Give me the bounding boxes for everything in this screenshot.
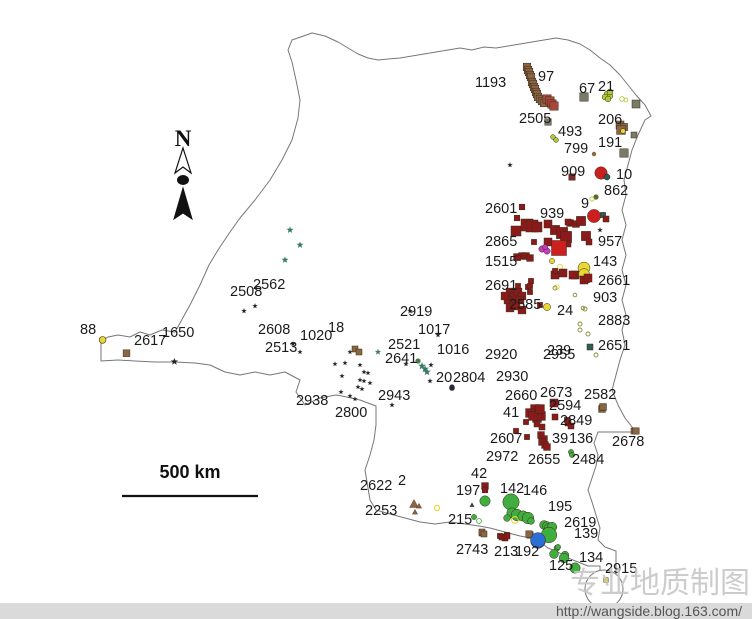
svg-text:2641: 2641 <box>385 351 417 367</box>
svg-text:2622: 2622 <box>360 478 392 494</box>
svg-text:134: 134 <box>579 550 603 566</box>
svg-text:799: 799 <box>564 141 588 157</box>
svg-text:195: 195 <box>548 499 572 515</box>
svg-text:909: 909 <box>561 164 585 180</box>
svg-text:2513: 2513 <box>265 340 297 356</box>
svg-text:2253: 2253 <box>365 503 397 519</box>
svg-text:192: 192 <box>515 544 539 560</box>
svg-text:143: 143 <box>593 254 617 270</box>
svg-text:493: 493 <box>558 124 582 140</box>
svg-text:42: 42 <box>471 466 487 482</box>
svg-text:2505: 2505 <box>519 111 551 127</box>
svg-text:2691: 2691 <box>485 278 517 294</box>
svg-text:939: 939 <box>540 206 564 222</box>
svg-text:136: 136 <box>569 431 593 447</box>
svg-text:1193: 1193 <box>475 75 506 91</box>
svg-text:2800: 2800 <box>335 405 367 421</box>
svg-text:18: 18 <box>328 320 344 336</box>
svg-text:20: 20 <box>436 370 452 386</box>
svg-text:2655: 2655 <box>528 452 560 468</box>
svg-text:1017: 1017 <box>418 322 450 338</box>
svg-text:97: 97 <box>538 69 554 85</box>
svg-text:957: 957 <box>598 234 622 250</box>
svg-text:862: 862 <box>604 183 628 199</box>
svg-text:67: 67 <box>579 81 595 97</box>
svg-text:2955: 2955 <box>543 347 575 363</box>
svg-text:2601: 2601 <box>485 201 517 217</box>
svg-text:2: 2 <box>398 473 406 489</box>
svg-text:21: 21 <box>598 79 614 95</box>
svg-text:2972: 2972 <box>486 449 518 465</box>
svg-text:2594: 2594 <box>549 398 581 414</box>
svg-text:39: 39 <box>552 431 568 447</box>
svg-text:2938: 2938 <box>296 393 328 409</box>
svg-text:41: 41 <box>503 405 519 421</box>
svg-text:1515: 1515 <box>485 254 517 270</box>
svg-text:2743: 2743 <box>456 542 488 558</box>
svg-text:10: 10 <box>616 167 632 183</box>
svg-text:2678: 2678 <box>612 434 644 450</box>
svg-text:2883: 2883 <box>598 313 630 329</box>
svg-text:2585: 2585 <box>509 297 541 313</box>
svg-text:2930: 2930 <box>496 369 528 385</box>
svg-text:专业地质制图: 专业地质制图 <box>570 567 750 600</box>
svg-text:2651: 2651 <box>598 338 630 354</box>
svg-text:139: 139 <box>574 526 598 542</box>
svg-text:2920: 2920 <box>485 347 517 363</box>
svg-text:2919: 2919 <box>400 304 432 320</box>
svg-text:2582: 2582 <box>584 387 616 403</box>
svg-text:2562: 2562 <box>253 277 285 293</box>
svg-text:2607: 2607 <box>490 431 522 447</box>
svg-text:2608: 2608 <box>258 322 290 338</box>
svg-text:24: 24 <box>557 303 573 319</box>
svg-text:2484: 2484 <box>572 452 604 468</box>
svg-text:2804: 2804 <box>453 370 485 386</box>
svg-text:1650: 1650 <box>162 325 194 341</box>
svg-text:88: 88 <box>80 322 96 338</box>
svg-text:2660: 2660 <box>505 388 537 404</box>
svg-text:146: 146 <box>523 483 547 499</box>
svg-text:2849: 2849 <box>560 413 592 429</box>
svg-text:500 km: 500 km <box>159 462 220 482</box>
svg-text:2661: 2661 <box>598 273 630 289</box>
svg-text:191: 191 <box>598 135 622 151</box>
svg-text:1016: 1016 <box>437 342 469 358</box>
svg-text:197: 197 <box>456 483 480 499</box>
svg-text:142: 142 <box>500 481 524 497</box>
svg-text:903: 903 <box>593 290 617 306</box>
svg-text:2943: 2943 <box>378 388 410 404</box>
svg-text:9: 9 <box>581 196 589 212</box>
svg-text:206: 206 <box>598 112 622 128</box>
svg-text:215: 215 <box>448 512 472 528</box>
svg-text:2521: 2521 <box>388 337 420 353</box>
svg-text:2865: 2865 <box>485 234 517 250</box>
